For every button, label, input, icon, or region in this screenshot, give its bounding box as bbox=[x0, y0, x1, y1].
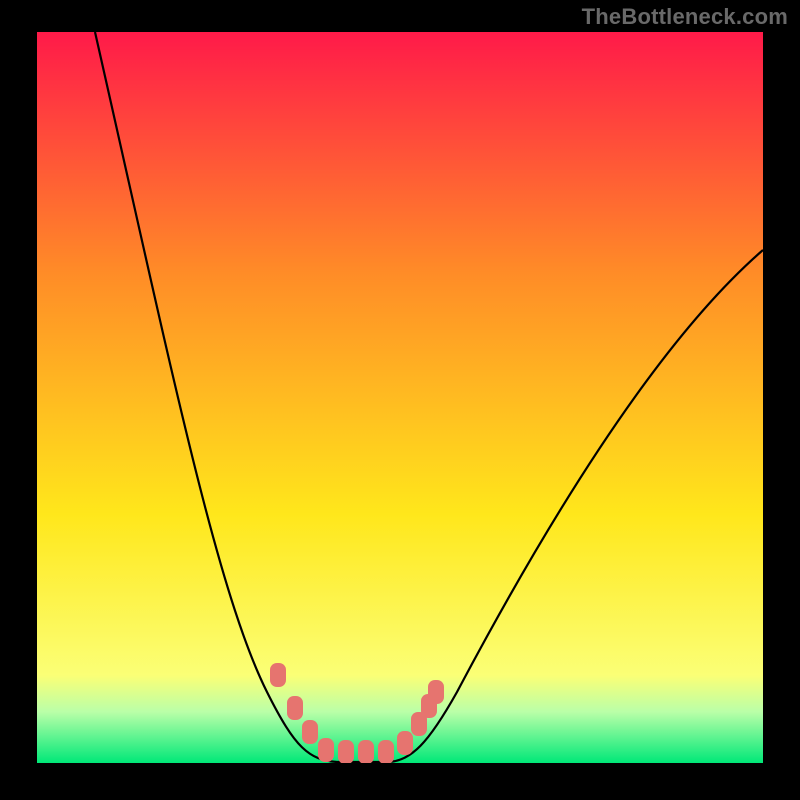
watermark-text: TheBottleneck.com bbox=[582, 4, 788, 30]
chart-container: TheBottleneck.com bbox=[0, 0, 800, 800]
plot-area bbox=[37, 32, 763, 763]
curve-marker bbox=[358, 740, 374, 763]
curve-marker bbox=[318, 738, 334, 762]
curve-layer bbox=[37, 32, 763, 763]
curve-marker bbox=[270, 663, 286, 687]
bottleneck-curve bbox=[95, 32, 763, 762]
curve-marker bbox=[287, 696, 303, 720]
curve-marker bbox=[302, 720, 318, 744]
curve-marker bbox=[338, 740, 354, 763]
curve-marker bbox=[397, 731, 413, 755]
curve-marker bbox=[378, 740, 394, 763]
curve-marker bbox=[428, 680, 444, 704]
